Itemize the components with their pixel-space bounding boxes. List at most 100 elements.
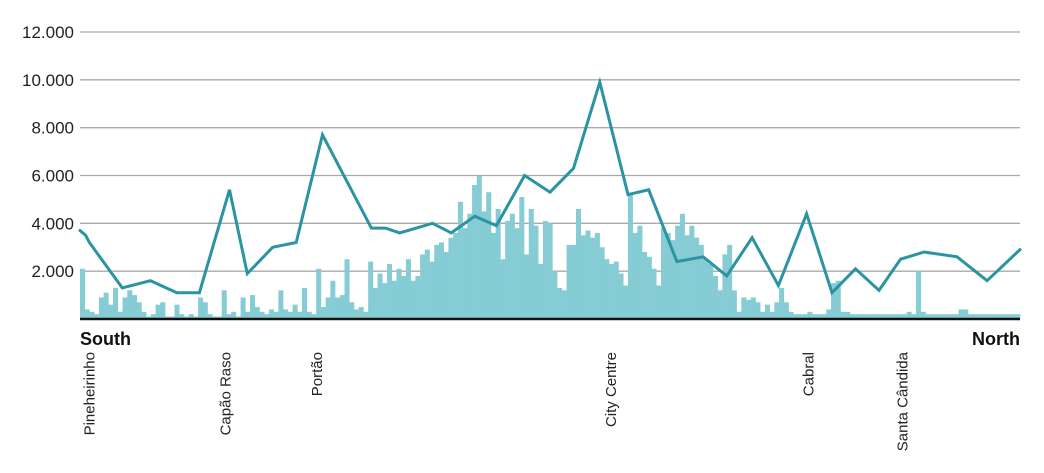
bar-157 xyxy=(821,314,827,319)
bar-42 xyxy=(278,290,284,319)
bar-153 xyxy=(802,314,808,319)
bar-149 xyxy=(783,302,789,319)
bar-53 xyxy=(330,280,336,319)
bar-140 xyxy=(741,297,747,319)
bar-63 xyxy=(377,273,383,319)
bar-154 xyxy=(807,311,813,319)
bar-150 xyxy=(788,311,794,319)
bar-61 xyxy=(368,261,374,319)
bar-46 xyxy=(297,311,303,319)
bar-13 xyxy=(141,311,147,319)
bar-67 xyxy=(396,268,402,319)
bar-110 xyxy=(599,247,605,319)
bar-118 xyxy=(637,225,643,319)
bar-6 xyxy=(108,304,114,319)
bar-49 xyxy=(311,314,317,319)
bar-43 xyxy=(283,309,289,319)
bar-71 xyxy=(415,275,421,319)
bar-115 xyxy=(623,285,629,319)
bar-170 xyxy=(883,314,889,319)
bar-16 xyxy=(155,304,161,319)
bar-93 xyxy=(519,197,525,319)
bar-147 xyxy=(774,302,780,319)
bar-102 xyxy=(561,290,567,319)
bar-8 xyxy=(117,311,123,319)
bar-108 xyxy=(590,237,596,319)
bar-177 xyxy=(916,271,922,319)
bar-79 xyxy=(453,232,459,319)
bar-137 xyxy=(727,244,733,319)
bar-78 xyxy=(448,237,454,319)
bar-156 xyxy=(816,314,822,319)
bar-81 xyxy=(462,228,468,319)
bar-132 xyxy=(703,259,709,319)
location-label-1: Capão Raso xyxy=(218,352,235,435)
bar-38 xyxy=(259,311,265,319)
bar-164 xyxy=(854,314,860,319)
bar-32 xyxy=(231,311,237,319)
bar-135 xyxy=(717,290,723,319)
bar-178 xyxy=(920,311,926,319)
bar-41 xyxy=(273,311,279,319)
bar-116 xyxy=(627,194,633,319)
bar-100 xyxy=(552,271,558,319)
bar-26 xyxy=(202,302,208,319)
bar-40 xyxy=(268,309,274,319)
bar-15 xyxy=(150,314,156,319)
bar-198 xyxy=(1015,314,1021,319)
bar-94 xyxy=(524,254,530,319)
bar-97 xyxy=(538,263,544,319)
bar-48 xyxy=(306,311,312,319)
bar-180 xyxy=(930,314,936,319)
bar-166 xyxy=(864,314,870,319)
bar-9 xyxy=(122,297,128,319)
bar-167 xyxy=(868,314,874,319)
bar-155 xyxy=(812,314,818,319)
bar-103 xyxy=(566,244,572,319)
bar-3 xyxy=(94,314,100,319)
bar-0 xyxy=(80,268,86,319)
bar-59 xyxy=(358,307,364,319)
bar-169 xyxy=(878,314,884,319)
bar-106 xyxy=(580,235,586,319)
bar-1 xyxy=(84,309,90,319)
bar-146 xyxy=(769,311,775,319)
y-tick-label-1: 4.000 xyxy=(31,214,74,233)
bar-85 xyxy=(481,211,487,319)
bar-69 xyxy=(405,259,411,319)
bar-138 xyxy=(731,290,737,319)
bar-196 xyxy=(1005,314,1011,319)
y-axis-tick-labels: 2.000 4.000 6.000 8.000 10.000 12.000 xyxy=(22,23,74,281)
bar-194 xyxy=(996,314,1002,319)
bar-126 xyxy=(675,225,681,319)
bar-131 xyxy=(698,244,704,319)
direction-end-label: North xyxy=(972,329,1020,349)
bar-119 xyxy=(642,252,648,319)
bar-158 xyxy=(826,309,832,319)
bar-47 xyxy=(302,287,308,319)
bar-184 xyxy=(949,314,955,319)
bar-36 xyxy=(250,295,256,319)
bar-151 xyxy=(793,314,799,319)
bar-62 xyxy=(372,287,378,319)
bar-136 xyxy=(722,254,728,319)
bar-80 xyxy=(457,201,463,319)
bar-89 xyxy=(500,259,506,319)
bar-197 xyxy=(1010,314,1016,319)
bar-51 xyxy=(320,307,326,319)
bar-113 xyxy=(613,261,619,319)
bar-series xyxy=(80,175,1021,319)
bar-68 xyxy=(401,275,407,319)
bar-124 xyxy=(665,232,671,319)
bar-84 xyxy=(476,175,482,319)
location-label-2: Portão xyxy=(309,352,326,396)
bar-175 xyxy=(906,311,912,319)
bar-55 xyxy=(339,295,345,319)
bar-56 xyxy=(344,259,350,319)
bar-159 xyxy=(831,283,837,319)
bar-99 xyxy=(547,223,553,319)
bar-112 xyxy=(609,263,615,319)
bar-123 xyxy=(661,228,667,319)
bar-2 xyxy=(89,311,95,319)
y-tick-label-4: 10.000 xyxy=(22,71,74,90)
